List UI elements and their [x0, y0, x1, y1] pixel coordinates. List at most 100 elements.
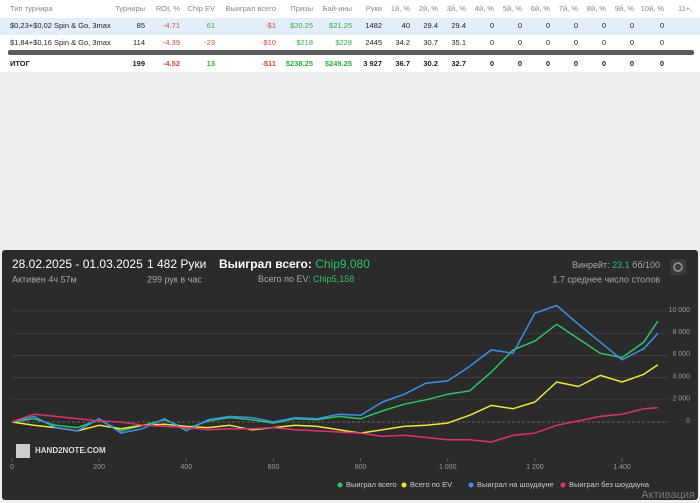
table-cell: 0 [546, 59, 550, 68]
legend-swatch [560, 482, 566, 488]
table-bg [0, 0, 700, 72]
table-cell: 32.7 [451, 59, 466, 68]
won-label-text: Выиграл всего: [219, 257, 312, 271]
table-cell: 199 [132, 59, 145, 68]
y-tick-label: 10 000 [669, 307, 691, 314]
scrollbar[interactable] [8, 50, 694, 55]
table-cell: 30.7 [423, 38, 438, 47]
settings-icon [673, 262, 683, 272]
tables-avg: 1.7 среднее число столов [552, 274, 660, 284]
y-tick-label: 6 000 [672, 351, 690, 358]
table-cell: 0 [602, 38, 606, 47]
legend-entry: Всего по EV [410, 480, 452, 489]
table-cell: $218 [296, 38, 313, 47]
y-tick-label: 0 [686, 418, 690, 425]
table-cell: $249.25 [325, 59, 352, 68]
table-cell: 35.1 [451, 38, 466, 47]
column-header: 2й, % [419, 4, 439, 13]
column-header: 3й, % [447, 4, 467, 13]
column-header: 11+, [678, 4, 692, 13]
y-tick-label: 4 000 [672, 373, 690, 380]
winrate-label: Винрейт: [572, 260, 610, 270]
y-tick-label: 8 000 [672, 329, 690, 336]
legend-entry: Выиграл без шоудауна [569, 480, 650, 489]
table-cell: 0 [546, 38, 550, 47]
x-tick-label: 400 [180, 464, 192, 471]
x-tick-label: 200 [93, 464, 105, 471]
table-cell: 40 [402, 21, 410, 30]
settings-button[interactable] [670, 259, 686, 275]
watermark: Активация [641, 489, 695, 501]
table-cell: 0 [602, 59, 606, 68]
table-cell: $21.25 [329, 21, 352, 30]
chart-panel [2, 250, 698, 500]
table-cell: 0 [546, 21, 550, 30]
table-cell: -$1 [265, 21, 276, 30]
column-header: Chip EV [187, 4, 215, 13]
table-cell: -$11 [261, 59, 276, 68]
legend-entry: Выиграл всего [346, 480, 397, 489]
table-cell: ИТОГ [10, 59, 31, 68]
table-cell: -4.71 [163, 21, 180, 30]
x-tick-label: 1 400 [613, 464, 631, 471]
table-cell: $20.25 [290, 21, 313, 30]
table-cell: 3 927 [363, 59, 382, 68]
table-cell: 0 [490, 59, 494, 68]
table-cell: 1482 [365, 21, 382, 30]
winrate-value: 23.1 [612, 260, 630, 270]
table-cell: 0 [518, 38, 522, 47]
table-cell: 0 [630, 21, 634, 30]
table-cell: 114 [133, 38, 145, 47]
x-tick-label: 1 200 [526, 464, 544, 471]
column-header: Турниры [115, 4, 145, 13]
won-label: Выиграл всего: Chip9,080 [219, 257, 370, 271]
table-cell: $228 [335, 38, 352, 47]
legend-swatch [337, 482, 343, 488]
x-tick-label: 800 [355, 464, 367, 471]
column-header: ROI, % [156, 4, 181, 13]
column-header: 6й, % [531, 4, 551, 13]
column-header: 7й, % [559, 4, 579, 13]
table-cell: 0 [518, 59, 522, 68]
x-tick-label: 1 000 [439, 464, 457, 471]
column-header: 8й, % [587, 4, 607, 13]
table-cell: $1,84+$0,16 Spin & Go, 3max [10, 38, 111, 47]
won-value: Chip9,080 [315, 257, 370, 271]
hands: 1 482 Руки [147, 257, 206, 271]
legend-swatch [468, 482, 474, 488]
table-cell: 34.2 [395, 38, 410, 47]
column-header: 4й, % [475, 4, 495, 13]
table-cell: $238.25 [286, 59, 313, 68]
ev-label-text: Всего по EV: [258, 274, 311, 284]
ev-label: Всего по EV: Chip5,158 [258, 274, 354, 284]
winrate-unit: бб/100 [632, 260, 660, 270]
table-cell: 29.4 [423, 21, 438, 30]
table-cell: 0 [574, 21, 578, 30]
table-cell: 13 [207, 59, 215, 68]
table-cell: -23 [204, 38, 215, 47]
table-cell: 36.7 [395, 59, 410, 68]
winrate: Винрейт: 23.1 бб/100 [572, 260, 660, 270]
hands-per-hour: 299 рук в час [147, 274, 202, 284]
table-cell: 0 [660, 38, 664, 47]
row-highlight [0, 18, 700, 35]
x-tick-label: 600 [268, 464, 280, 471]
column-header: 10й, % [641, 4, 665, 13]
ev-value: Chip5,158 [313, 274, 354, 284]
table-cell: 0 [602, 21, 606, 30]
table-cell: 30.2 [423, 59, 438, 68]
table-cell: 61 [207, 21, 215, 30]
table-cell: 0 [574, 38, 578, 47]
table-cell: 0 [518, 21, 522, 30]
column-header: Выиграл всего [225, 4, 276, 13]
y-tick-label: 2 000 [672, 396, 690, 403]
table-cell: 2445 [365, 38, 382, 47]
table-cell: 0 [490, 21, 494, 30]
column-header: 1й, % [391, 4, 411, 13]
logo-icon [16, 444, 30, 458]
series-line [11, 320, 659, 432]
column-header: Тип турнира [10, 4, 53, 13]
table-cell: 0 [630, 59, 634, 68]
column-header: Руки [366, 4, 382, 13]
table-cell: 0 [660, 59, 664, 68]
